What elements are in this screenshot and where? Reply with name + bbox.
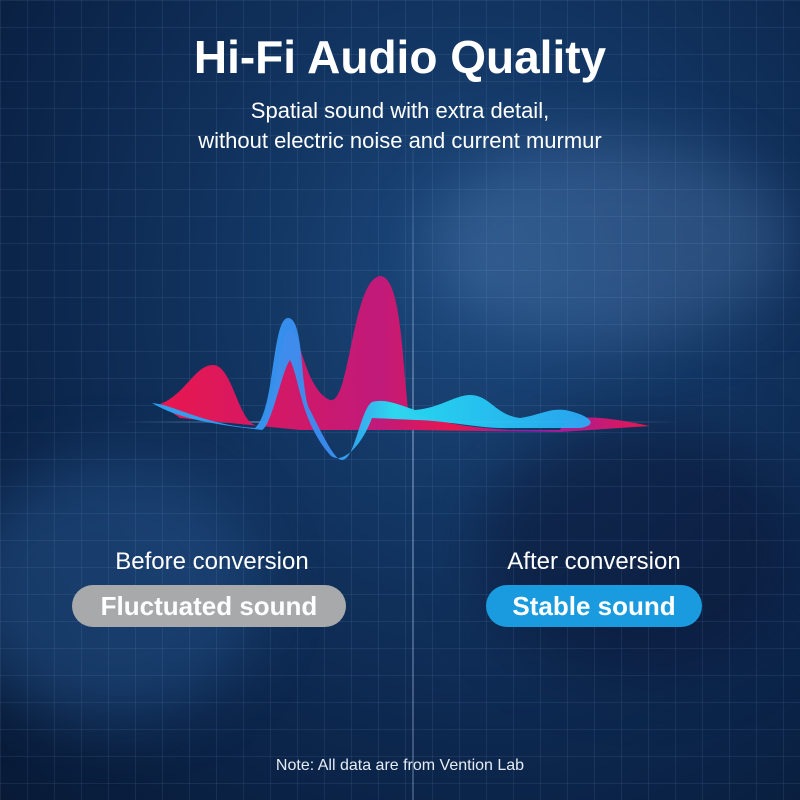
after-label: After conversion (507, 548, 681, 575)
before-label: Before conversion (115, 548, 309, 575)
divider-vertical (412, 150, 414, 800)
background-blur (430, 140, 790, 340)
stable-sound-badge: Stable sound (486, 585, 702, 627)
subtitle-line: Spatial sound with extra detail, (250, 98, 550, 123)
subtitle-line: without electric noise and current murmu… (198, 128, 602, 153)
subtitle: Spatial sound with extra detail, without… (0, 96, 800, 156)
wave-blue-layer (152, 318, 591, 460)
wave-red-layer (160, 276, 650, 432)
background-blur (480, 420, 800, 680)
page-title: Hi-Fi Audio Quality (193, 31, 607, 83)
footnote: Note: All data are from Vention Lab (275, 757, 525, 774)
fluctuated-sound-badge: Fluctuated sound (72, 585, 346, 627)
